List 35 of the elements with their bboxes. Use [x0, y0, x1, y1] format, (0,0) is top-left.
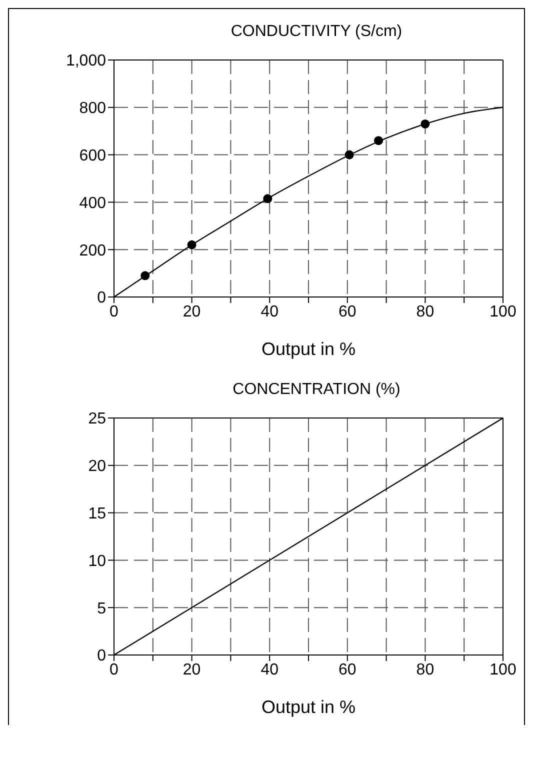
x-tick-label: 60 — [338, 303, 356, 320]
x-axis-title: Output in % — [261, 697, 356, 717]
x-tick-label: 80 — [416, 661, 434, 678]
y-tick-label: 800 — [79, 100, 106, 118]
y-tick-label: 25 — [88, 410, 106, 428]
point — [263, 194, 272, 204]
x-tick-label: 100 — [490, 303, 516, 320]
chart-title: CONCENTRATION (%) — [232, 381, 402, 400]
x-tick-label: 40 — [260, 303, 279, 320]
point — [140, 271, 150, 280]
y-tick-label: 5 — [97, 600, 106, 618]
x-tick-label: 0 — [110, 303, 119, 320]
chart-title: CONDUCTIVITY (S/cm) — [230, 23, 404, 42]
frame: CONDUCTIVITY (S/cm) 0 20 40 60 80 100 Output in % 0 200 400 600 800 1,000 CONCENTRATION (%) 0 20 40 60 80 100 Output in % 0 5 10 15 20 25 — [8, 8, 525, 725]
point — [344, 150, 354, 160]
x-tick-label: 100 — [490, 661, 516, 678]
y-tick-label: 200 — [79, 242, 106, 260]
y-tick-label: 10 — [88, 552, 106, 570]
x-tick-label: 80 — [416, 303, 434, 320]
x-tick-label: 40 — [260, 661, 279, 678]
x-tick-label: 20 — [182, 303, 201, 320]
y-tick-label: 0 — [97, 290, 106, 307]
y-tick-label: 0 — [97, 648, 106, 665]
x-tick-label: 0 — [110, 661, 119, 678]
x-tick-label: 60 — [338, 661, 356, 678]
point — [187, 240, 196, 250]
y-tick-label: 20 — [88, 458, 106, 476]
y-tick-label: 15 — [88, 505, 106, 522]
point — [420, 119, 430, 128]
x-tick-label: 20 — [182, 661, 201, 678]
point — [374, 136, 384, 146]
y-tick-label: 400 — [79, 194, 106, 212]
y-tick-label: 600 — [79, 147, 106, 164]
x-axis-title: Output in % — [261, 339, 356, 359]
y-tick-label: 1,000 — [66, 52, 106, 70]
